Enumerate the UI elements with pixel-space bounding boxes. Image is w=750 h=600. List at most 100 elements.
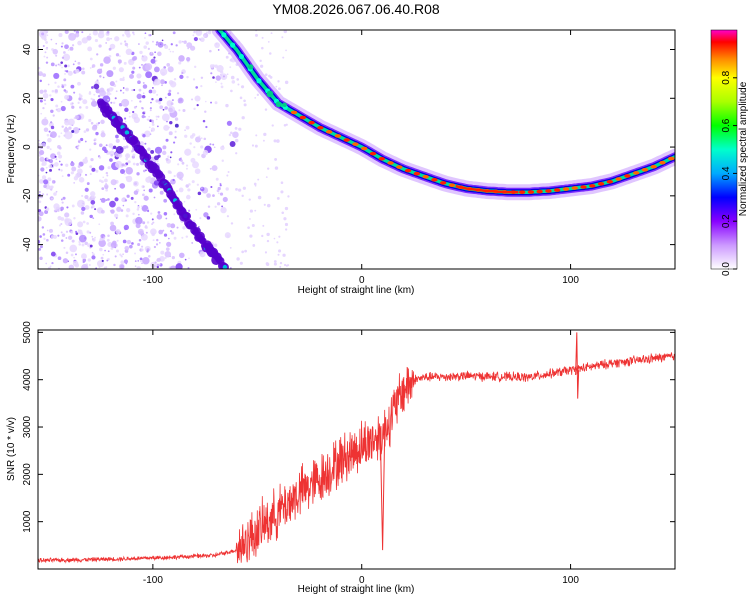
noise-speck [169, 265, 177, 269]
noise-speck [193, 146, 196, 149]
spectrogram-y-ticks: 40 20 0 -20 -40 [22, 44, 675, 252]
noise-speck [102, 76, 105, 79]
spectrogram-noise [38, 30, 290, 269]
x-tick-label: 100 [562, 575, 579, 586]
noise-speck [261, 234, 264, 238]
noise-speck [55, 158, 58, 161]
noise-speck [39, 89, 44, 94]
noise-speck [231, 80, 236, 84]
main-trace-bead [580, 185, 587, 189]
noise-speck [251, 223, 255, 227]
noise-speck [67, 49, 70, 51]
spectrogram-frame [37, 29, 676, 270]
noise-speck [69, 244, 78, 253]
noise-speck [157, 51, 162, 57]
noise-speck [144, 37, 146, 39]
noise-speck [74, 60, 77, 63]
noise-speck [67, 64, 70, 68]
noise-speck [89, 173, 92, 176]
noise-speck [186, 194, 191, 200]
main-trace-bead [396, 165, 403, 169]
noise-speck [166, 223, 172, 228]
noise-speck [57, 234, 60, 237]
snr-y-label: SNR (10 * v/v) [6, 417, 17, 481]
noise-speck [133, 190, 139, 195]
noise-speck [114, 255, 117, 258]
noise-speck [80, 211, 85, 215]
noise-speck [255, 33, 258, 37]
noise-speck [95, 131, 99, 136]
noise-speck [170, 43, 173, 46]
main-trace-bead [597, 182, 605, 186]
noise-speck [200, 85, 203, 88]
noise-speck [48, 164, 53, 169]
noise-speck [61, 175, 64, 178]
noise-speck [261, 46, 264, 50]
noise-speck [254, 144, 258, 148]
noise-speck [80, 137, 84, 142]
noise-speck [163, 198, 168, 203]
noise-speck [103, 266, 107, 269]
noise-speck [123, 173, 126, 175]
noise-speck [151, 123, 155, 126]
noise-speck [125, 214, 129, 218]
noise-speck [161, 39, 164, 42]
noise-speck [62, 258, 69, 264]
noise-speck [80, 97, 83, 101]
noise-speck [128, 112, 131, 114]
noise-speck [90, 97, 93, 100]
noise-speck [117, 59, 122, 64]
noise-speck [61, 85, 65, 89]
noise-speck [260, 64, 264, 68]
noise-speck [57, 151, 61, 156]
noise-speck [147, 147, 151, 151]
noise-speck [277, 80, 280, 83]
noise-speck [70, 253, 74, 257]
noise-speck [39, 156, 45, 162]
noise-speck [264, 251, 268, 254]
noise-speck [273, 260, 277, 263]
noise-speck [136, 266, 141, 269]
noise-speck [191, 180, 195, 184]
noise-speck [161, 71, 166, 76]
noise-speck [229, 246, 232, 249]
noise-speck [74, 32, 80, 38]
main-trace-blob [282, 102, 287, 107]
noise-speck [132, 153, 136, 157]
noise-speck [241, 116, 245, 120]
noise-speck [150, 52, 153, 54]
noise-speck [172, 31, 176, 35]
noise-speck [254, 184, 257, 187]
noise-speck [160, 79, 165, 85]
noise-speck [75, 68, 80, 74]
noise-speck [99, 179, 102, 183]
noise-speck [94, 208, 97, 211]
noise-speck [157, 115, 160, 118]
noise-speck [154, 146, 163, 154]
noise-speck [75, 232, 79, 235]
noise-speck [125, 157, 129, 161]
noise-speck [164, 250, 172, 258]
noise-speck [155, 99, 159, 103]
noise-speck [195, 136, 201, 143]
noise-speck [203, 34, 206, 38]
noise-speck [122, 145, 127, 150]
noise-speck [284, 222, 289, 227]
noise-speck [65, 70, 69, 73]
noise-speck [50, 62, 55, 67]
noise-speck [198, 135, 201, 138]
noise-speck [92, 217, 95, 220]
noise-speck [43, 55, 46, 58]
noise-speck [90, 157, 94, 162]
noise-speck [148, 188, 153, 193]
noise-speck [149, 109, 152, 112]
noise-speck [56, 209, 60, 212]
noise-speck [89, 244, 93, 248]
main-trace-bead [317, 125, 324, 130]
noise-speck [132, 66, 136, 70]
noise-speck [227, 171, 230, 174]
noise-speck [154, 62, 157, 65]
noise-speck [138, 238, 142, 242]
noise-speck [276, 196, 280, 200]
noise-speck [141, 245, 144, 248]
